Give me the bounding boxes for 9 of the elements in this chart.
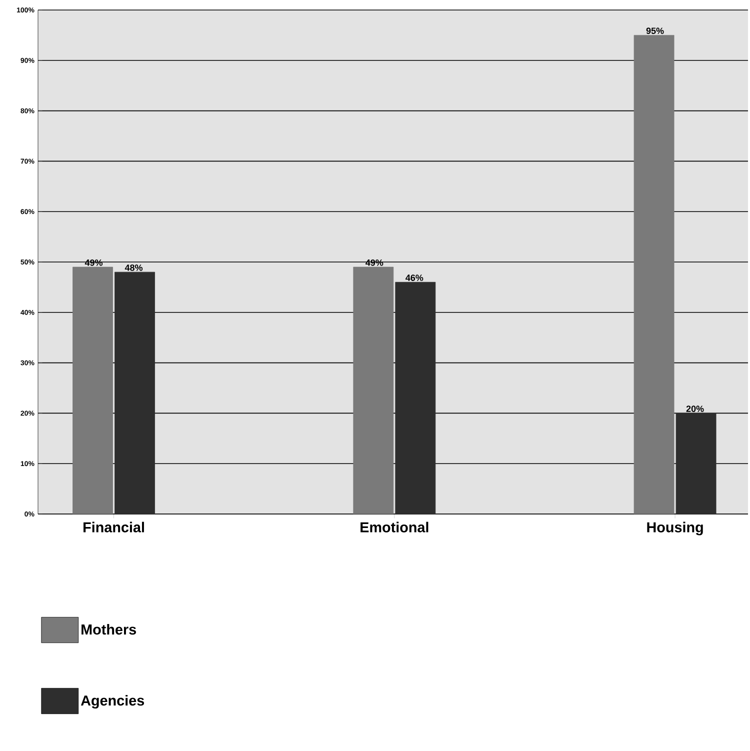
data-label: 20% (686, 406, 704, 412)
legend-label: Agencies (80, 695, 144, 709)
x-tick-label: Housing (647, 522, 703, 536)
legend-label: Mothers (82, 624, 136, 635)
data-label: 95% (646, 28, 664, 34)
data-label: 48% (124, 264, 143, 271)
x-tick-label: Financial (84, 522, 144, 532)
data-label: 46% (406, 274, 424, 281)
x-tick-label: Emotional (360, 522, 428, 532)
